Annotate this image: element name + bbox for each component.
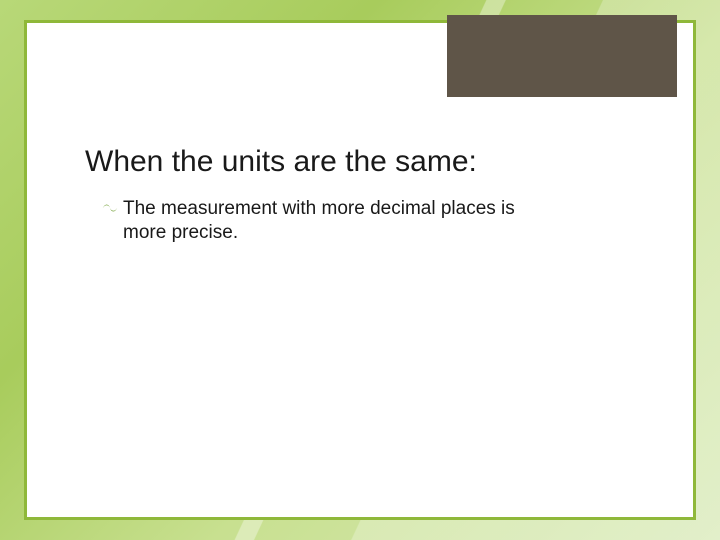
- slide-title: When the units are the same:: [85, 145, 477, 179]
- bullet-text: The measurement with more decimal places…: [123, 197, 561, 245]
- bullet-item: The measurement with more decimal places…: [101, 197, 561, 245]
- flourish-bullet-icon: [101, 199, 119, 219]
- corner-accent-box: [447, 15, 677, 97]
- content-card: When the units are the same: The measure…: [24, 20, 696, 520]
